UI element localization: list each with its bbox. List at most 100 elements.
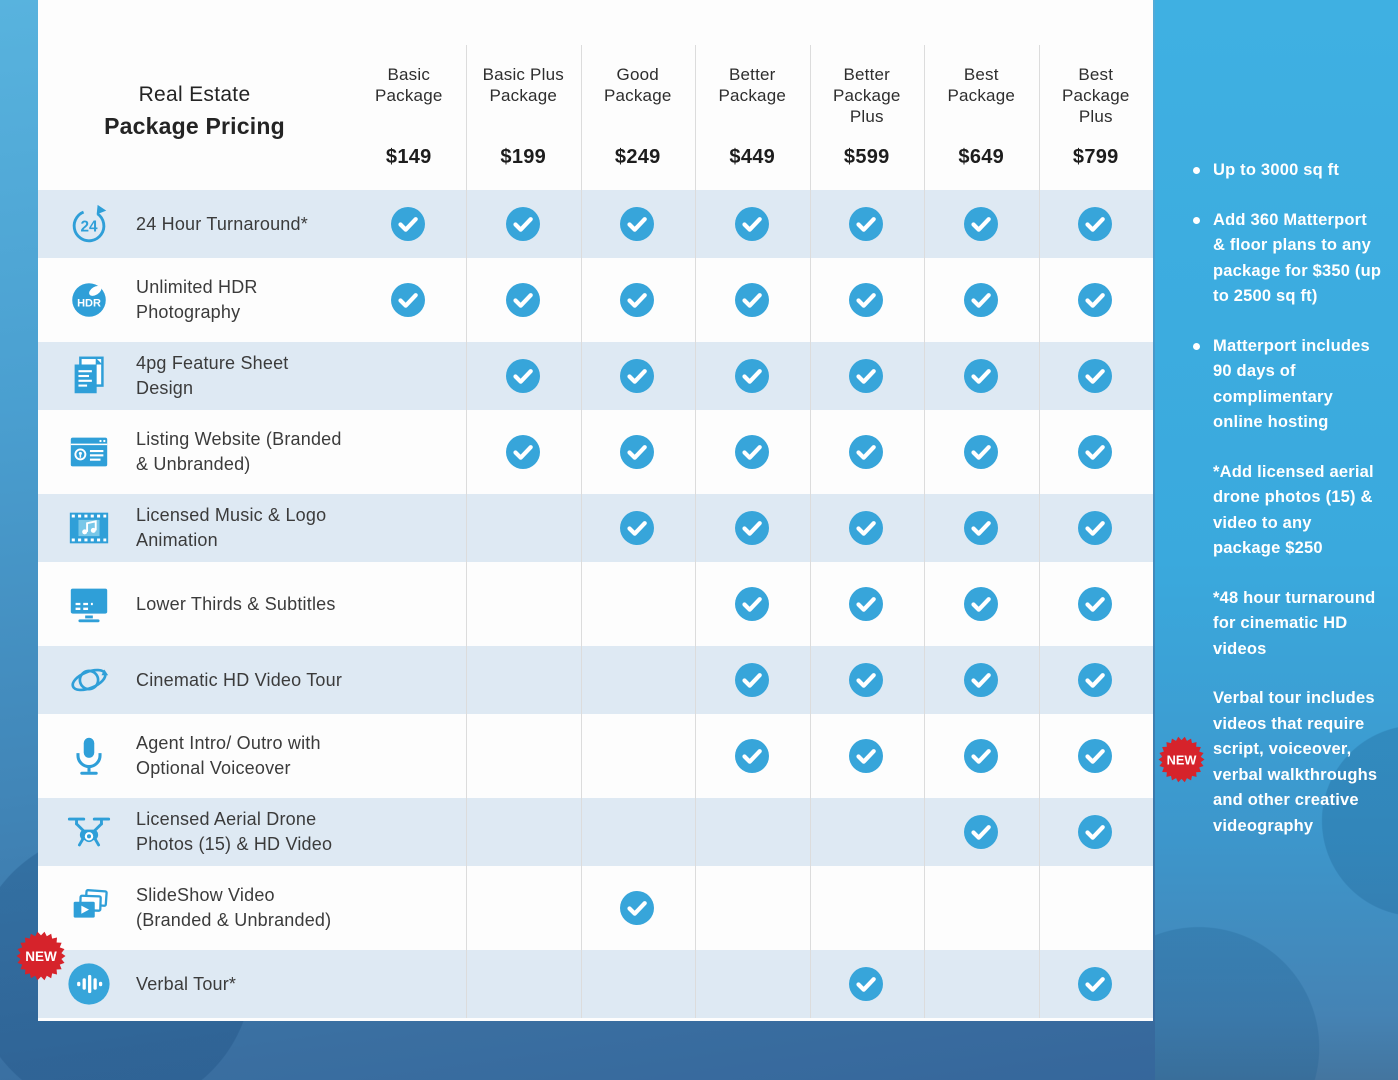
package-price: $149: [385, 146, 432, 168]
notes-sidebar: Up to 3000 sq ft Add 360 Matterport & fl…: [1155, 0, 1398, 1080]
column-divider: [924, 45, 925, 1018]
sidebar-note-text: Add 360 Matterport & floor plans to any …: [1213, 210, 1382, 306]
feature-row: Cinematic HD Video Tour: [38, 646, 1153, 714]
svg-text:HDR: HDR: [77, 298, 101, 310]
feature-label: Verbal Tour*: [136, 973, 237, 994]
licensed-music-icon: [62, 503, 112, 553]
included-check-icon: [849, 967, 884, 1001]
included-check-icon: [963, 207, 998, 241]
sidebar-note: *48 hour turnaround for cinematic HD vid…: [1191, 586, 1382, 663]
included-check-icon: [391, 283, 426, 317]
included-check-icon: [1078, 739, 1113, 773]
included-check-icon: [849, 663, 884, 697]
feature-row: Licensed Music & Logo Animation: [38, 494, 1153, 562]
feature-label: 4pg Feature Sheet Design: [136, 353, 289, 398]
included-check-icon: [849, 283, 884, 317]
included-check-icon: [734, 511, 769, 545]
not-included-cell: [391, 815, 425, 849]
package-price: $599: [843, 146, 890, 168]
not-included-cell: [391, 435, 425, 469]
not-included-cell: [735, 815, 769, 849]
not-included-cell: [620, 815, 654, 849]
feature-label: Unlimited HDR Photography: [136, 277, 258, 322]
lower-thirds-icon: [62, 579, 112, 629]
column-divider: [1038, 45, 1040, 1018]
feature-row: HDR Unlimited HDR Photography: [38, 266, 1153, 334]
sidebar-note: *Add licensed aerial drone photos (15) &…: [1191, 460, 1382, 562]
feature-label: Licensed Music & Logo Animation: [136, 505, 327, 550]
page-title-line2: Package Pricing: [104, 112, 285, 139]
included-check-icon: [620, 435, 655, 469]
new-badge: NEW: [1158, 736, 1205, 783]
included-check-icon: [734, 207, 769, 241]
package-price: $199: [500, 146, 547, 168]
hdr-photography-icon: HDR: [62, 275, 112, 325]
package-column-header: Better Package $449: [695, 0, 810, 188]
svg-text:24: 24: [80, 219, 98, 236]
included-check-icon: [1078, 207, 1113, 241]
package-name: Best Package: [947, 65, 1016, 105]
slideshow-icon: [62, 883, 112, 933]
feature-row: 4pg Feature Sheet Design: [38, 342, 1153, 410]
included-check-icon: [849, 511, 884, 545]
bullet-dot: [1193, 342, 1200, 350]
not-included-cell: [391, 511, 425, 545]
feature-row: Lower Thirds & Subtitles: [38, 570, 1153, 638]
included-check-icon: [734, 435, 769, 469]
not-included-cell: [849, 815, 883, 849]
listing-website-icon: [62, 427, 112, 477]
included-check-icon: [849, 207, 884, 241]
not-included-cell: [620, 967, 654, 1001]
feature-row: Agent Intro/ Outro with Optional Voiceov…: [38, 722, 1153, 790]
package-column-header: Best Package $649: [924, 0, 1039, 188]
sidebar-note-text: Up to 3000 sq ft: [1213, 161, 1340, 179]
package-column-header: Better Package Plus $599: [810, 0, 925, 188]
column-divider: [580, 45, 582, 1018]
included-check-icon: [620, 359, 655, 393]
feature-rows: 24 24 Hour Turnaround* HDR Unlimited HDR…: [38, 190, 1153, 1026]
not-included-cell: [506, 587, 540, 621]
included-check-icon: [963, 815, 998, 849]
included-check-icon: [1078, 815, 1113, 849]
included-check-icon: [734, 739, 769, 773]
sidebar-note: Matterport includes 90 days of complimen…: [1191, 334, 1382, 436]
included-check-icon: [849, 435, 884, 469]
feature-row: Licensed Aerial Drone Photos (15) & HD V…: [38, 798, 1153, 866]
sidebar-note-text: *Add licensed aerial drone photos (15) &…: [1213, 462, 1374, 558]
page-title: Real Estate Package Pricing: [38, 0, 351, 188]
package-name: Better Package Plus: [832, 65, 901, 126]
not-included-cell: [506, 739, 540, 773]
feature-row: SlideShow Video (Branded & Unbranded): [38, 874, 1153, 942]
included-check-icon: [620, 511, 655, 545]
not-included-cell: [620, 663, 654, 697]
package-column-header: Basic Plus Package $199: [466, 0, 581, 188]
included-check-icon: [849, 359, 884, 393]
cinematic-video-icon: [62, 655, 112, 705]
included-check-icon: [734, 359, 769, 393]
included-check-icon: [963, 739, 998, 773]
included-check-icon: [1078, 435, 1113, 469]
sidebar-note: Add 360 Matterport & floor plans to any …: [1191, 208, 1382, 310]
not-included-cell: [391, 359, 425, 393]
package-header-row: Basic Package $149 Basic Plus Package $1…: [352, 0, 1154, 188]
package-name: Basic Package: [374, 65, 443, 105]
not-included-cell: [506, 815, 540, 849]
not-included-cell: [964, 891, 998, 925]
not-included-cell: [735, 891, 769, 925]
column-divider: [809, 45, 811, 1018]
not-included-cell: [506, 663, 540, 697]
not-included-cell: [391, 663, 425, 697]
package-price: $249: [614, 146, 661, 168]
not-included-cell: [391, 739, 425, 773]
included-check-icon: [734, 283, 769, 317]
included-check-icon: [963, 359, 998, 393]
package-price: $449: [729, 146, 776, 168]
feature-sheet-icon: [62, 351, 112, 401]
included-check-icon: [505, 435, 540, 469]
not-included-cell: [1078, 891, 1112, 925]
drone-icon: [62, 807, 112, 857]
not-included-cell: [506, 891, 540, 925]
not-included-cell: [391, 967, 425, 1001]
bullet-dot: [1193, 216, 1200, 224]
included-check-icon: [963, 435, 998, 469]
